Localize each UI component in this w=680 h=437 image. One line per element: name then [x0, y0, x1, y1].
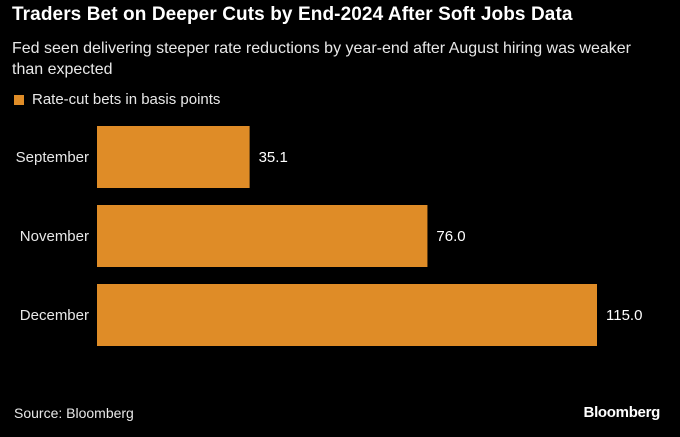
bar-november [97, 205, 428, 267]
category-label: December [20, 307, 89, 324]
category-label: September [16, 149, 89, 166]
value-label: 115.0 [606, 307, 642, 324]
legend-swatch [14, 94, 24, 105]
bloomberg-logo: Bloomberg [583, 404, 661, 421]
chart-subtitle: Fed seen delivering steeper rate reducti… [12, 40, 632, 78]
value-label: 76.0 [436, 228, 465, 245]
bar-september [97, 126, 250, 188]
source-note: Source: Bloomberg [14, 405, 134, 421]
bar-december [97, 284, 597, 346]
category-label: November [20, 228, 89, 245]
legend: Rate-cut bets in basis points [14, 91, 220, 108]
value-label: 35.1 [259, 149, 288, 166]
chart-title: Traders Bet on Deeper Cuts by End-2024 A… [12, 4, 573, 25]
legend-label: Rate-cut bets in basis points [32, 91, 221, 108]
